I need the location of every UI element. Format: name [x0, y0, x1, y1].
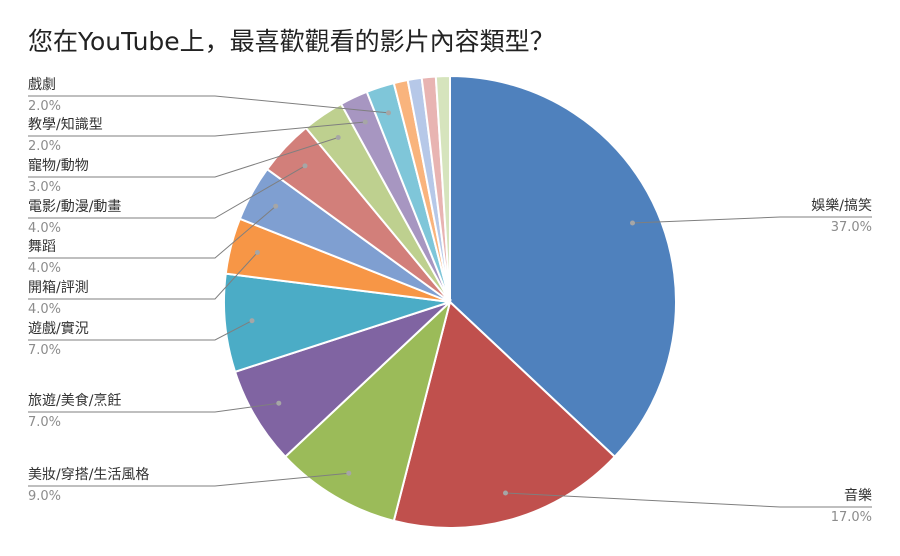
slice-7-leader-line — [28, 205, 277, 259]
slice-11-label: 戲劇 — [28, 77, 56, 93]
slice-11-leader-line — [28, 95, 389, 114]
slice-11-percent-label: 2.0% — [28, 99, 61, 114]
leader-lines — [28, 95, 872, 508]
slice-2-wedge — [392, 300, 617, 529]
slice-10-percent-label: 2.0% — [28, 139, 61, 154]
slice-3-leader-line — [28, 472, 349, 487]
slice-5-percent-label: 7.0% — [28, 343, 61, 358]
slice-2-leader-line — [505, 492, 872, 508]
slice-3-wedge — [283, 298, 452, 523]
slice-1-leader-line — [632, 216, 872, 224]
slice-11-leader-dot — [386, 110, 391, 116]
slice-7-leader-dot — [273, 203, 279, 209]
slice-9-label: 寵物/動物 — [28, 157, 89, 174]
slice-9-leader-line — [28, 137, 339, 178]
slice-1-label: 娛樂/搞笑 — [811, 197, 872, 214]
slice-4-leader-line — [28, 402, 279, 413]
slice-4-leader-dot — [276, 400, 282, 406]
pie-slices — [223, 74, 677, 529]
slice-8-label: 電影/動漫/動畫 — [28, 199, 121, 215]
slice-10-leader-line — [28, 121, 366, 137]
slice-5-leader-dot — [249, 318, 255, 324]
slice-6-leader-dot — [254, 250, 260, 255]
slice-4-label: 旅遊/美食/烹飪 — [28, 392, 121, 409]
slice-5-leader-line — [28, 320, 253, 341]
slice-1-wedge — [449, 74, 677, 459]
slice-15-wedge — [434, 74, 451, 303]
slice-8-leader-line — [28, 165, 306, 219]
slice-6-leader-line — [28, 252, 258, 300]
slice-2-leader-dot — [503, 490, 508, 496]
slice-labels: 娛樂/搞笑 37.0% 音樂 17.0% 美妝/穿搭/生活風格 9.0% 旅遊/美食/烹飪 7… — [28, 77, 872, 525]
slice-2-percent-label: 17.0% — [831, 510, 872, 525]
slice-10-leader-dot — [362, 119, 368, 125]
slice-5-label: 遊戲/實況 — [28, 320, 89, 337]
slice-3-percent-label: 9.0% — [28, 489, 61, 504]
slice-7-label: 舞蹈 — [28, 239, 56, 255]
slice-6-label: 開箱/評測 — [28, 280, 89, 296]
slice-8-leader-dot — [302, 163, 308, 169]
slice-10-label: 教學/知識型 — [28, 116, 103, 133]
slice-9-leader-dot — [335, 135, 341, 140]
slice-9-percent-label: 3.0% — [28, 180, 61, 195]
slice-7-percent-label: 4.0% — [28, 261, 61, 276]
slice-6-percent-label: 4.0% — [28, 302, 61, 317]
slice-3-leader-dot — [346, 470, 352, 476]
slice-3-label: 美妝/穿搭/生活風格 — [28, 467, 149, 483]
slice-1-percent-label: 37.0% — [831, 220, 872, 235]
slice-2-label: 音樂 — [844, 487, 872, 504]
slice-4-percent-label: 7.0% — [28, 415, 61, 430]
slice-1-leader-dot — [630, 220, 635, 226]
slice-8-percent-label: 4.0% — [28, 221, 61, 236]
chart-title: 您在YouTube上，最喜歡觀看的影片內容類型？ — [28, 27, 555, 56]
